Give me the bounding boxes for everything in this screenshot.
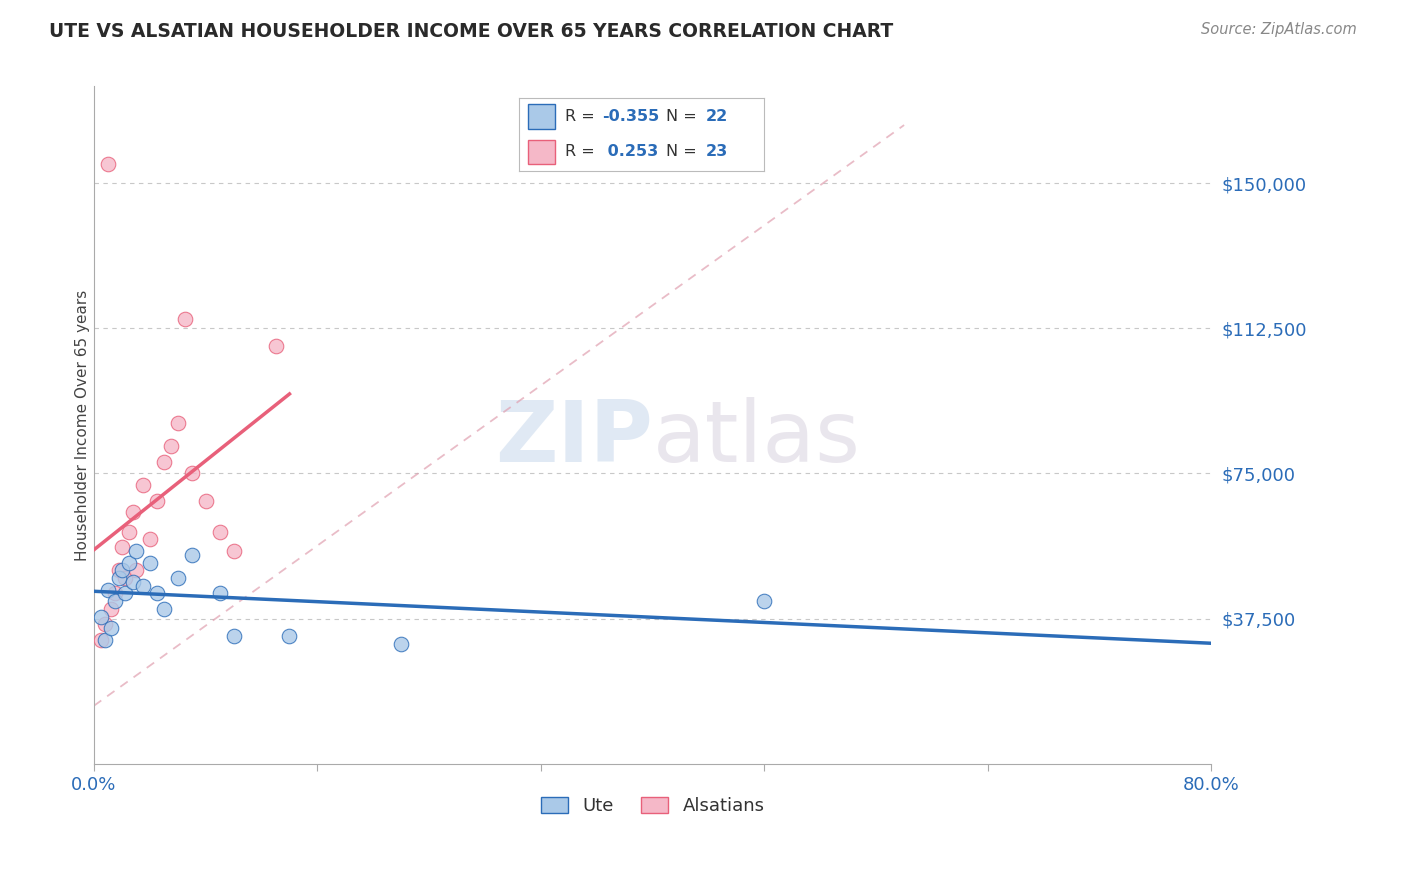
Point: [166, 571, 188, 585]
Point: [97, 582, 120, 597]
Point: [180, 467, 202, 481]
Point: [139, 533, 162, 547]
Legend: Ute, Alsatians: Ute, Alsatians: [534, 789, 772, 822]
Y-axis label: Householder Income Over 65 years: Householder Income Over 65 years: [76, 290, 90, 561]
Point: [118, 556, 141, 570]
Point: [754, 594, 776, 608]
Point: [111, 563, 134, 577]
Point: [152, 455, 174, 469]
Point: [125, 563, 148, 577]
Point: [152, 602, 174, 616]
Text: Source: ZipAtlas.com: Source: ZipAtlas.com: [1201, 22, 1357, 37]
Point: [146, 586, 169, 600]
Point: [94, 632, 117, 647]
Point: [114, 571, 136, 585]
Point: [208, 586, 231, 600]
Point: [146, 493, 169, 508]
Point: [122, 505, 145, 519]
Point: [90, 632, 112, 647]
Point: [108, 563, 131, 577]
Point: [111, 540, 134, 554]
Point: [222, 629, 245, 643]
Point: [132, 478, 155, 492]
Point: [122, 574, 145, 589]
Point: [97, 157, 120, 171]
Point: [222, 544, 245, 558]
Point: [100, 621, 122, 635]
Point: [389, 637, 412, 651]
Point: [118, 524, 141, 539]
Point: [173, 311, 195, 326]
Point: [114, 586, 136, 600]
Point: [104, 586, 127, 600]
Point: [132, 579, 155, 593]
Point: [208, 524, 231, 539]
Point: [159, 439, 181, 453]
Point: [264, 339, 287, 353]
Text: atlas: atlas: [652, 397, 860, 480]
Point: [104, 594, 127, 608]
Point: [278, 629, 301, 643]
Point: [125, 544, 148, 558]
Point: [108, 571, 131, 585]
Point: [90, 609, 112, 624]
Text: UTE VS ALSATIAN HOUSEHOLDER INCOME OVER 65 YEARS CORRELATION CHART: UTE VS ALSATIAN HOUSEHOLDER INCOME OVER …: [49, 22, 893, 41]
Point: [194, 493, 217, 508]
Text: ZIP: ZIP: [495, 397, 652, 480]
Point: [139, 556, 162, 570]
Point: [180, 548, 202, 562]
Point: [94, 617, 117, 632]
Point: [166, 416, 188, 430]
Point: [100, 602, 122, 616]
